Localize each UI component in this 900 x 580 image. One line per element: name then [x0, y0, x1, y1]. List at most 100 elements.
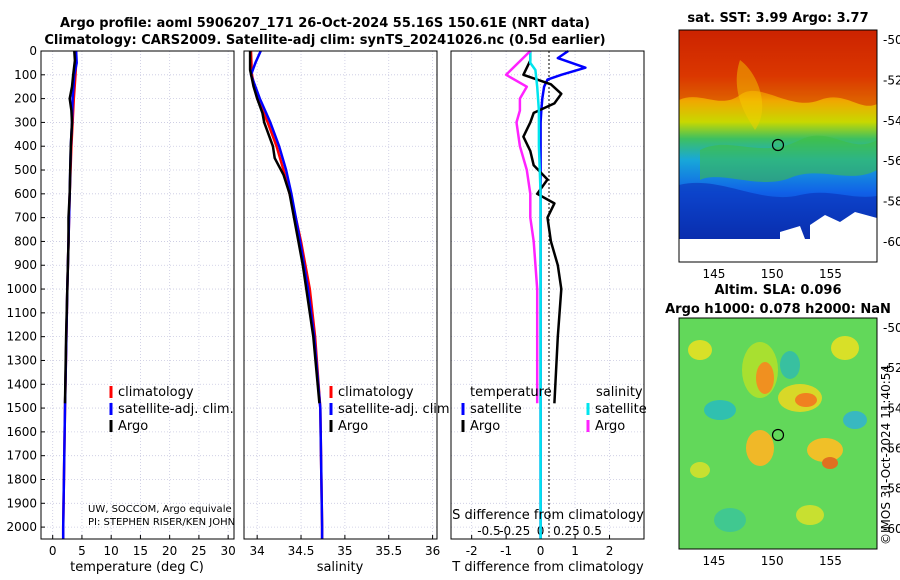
- temperature-tick-labels: 0 5 10 15 20 25 30: [49, 535, 236, 558]
- depth-tick-label: 1500: [6, 401, 37, 415]
- x-tick-label: 5: [78, 544, 86, 558]
- lon-tick-label: 155: [819, 267, 842, 281]
- x-tick-label: 2: [606, 544, 614, 558]
- x-tick-label: 25: [191, 544, 206, 558]
- lat-tick-label: -60: [883, 235, 900, 249]
- s-difference-tick-labels: -0.5-0.25 0 0.25 0.5: [477, 524, 602, 538]
- depth-tick-label: 200: [14, 92, 37, 106]
- legend-salinity-heading: salinity: [596, 385, 643, 400]
- x-tick-label: 35: [337, 544, 352, 558]
- depth-tick-label: 1400: [6, 377, 37, 391]
- x-tick-label: 10: [104, 544, 119, 558]
- lat-tick-label: -50: [883, 33, 900, 47]
- temperature-grid: [41, 50, 234, 539]
- difference-grid: [451, 50, 644, 539]
- s-tick-label: -0.25: [499, 524, 530, 538]
- temperature-legend: climatology satellite-adj. clim. Argo: [109, 385, 234, 434]
- legend-argo-label: Argo: [118, 419, 148, 434]
- sla-map-title-line1: Altim. SLA: 0.096: [715, 283, 842, 298]
- sst-map-title: sat. SST: 3.99 Argo: 3.77: [687, 11, 868, 26]
- lat-tick-label: -52: [883, 361, 900, 375]
- depth-tick-label: 2000: [6, 520, 37, 534]
- depth-tick-label: 400: [14, 139, 37, 153]
- x-tick-label: 15: [133, 544, 148, 558]
- salinity-tick-labels: 34 34.5 35 35.5 36: [250, 535, 440, 558]
- difference-legend: temperature satellite Argo salinity sate…: [461, 385, 647, 434]
- sst-lon-tick-labels: 145 150 155: [702, 267, 841, 281]
- series-line-argo: [63, 50, 77, 404]
- lat-tick-label: -60: [883, 522, 900, 536]
- depth-tick-label: 1900: [6, 496, 37, 510]
- temperature-axis-label: temperature (deg C): [70, 560, 204, 575]
- depth-tick-label: 800: [14, 234, 37, 248]
- sla-map: Altim. SLA: 0.096 Argo h1000: 0.078 h200…: [665, 283, 900, 568]
- argo-position-marker: [771, 138, 785, 152]
- lat-tick-label: -54: [883, 401, 900, 415]
- depth-tick-label: 700: [14, 211, 37, 225]
- x-tick-label: -1: [500, 544, 512, 558]
- depth-tick-label: 1800: [6, 472, 37, 486]
- legend-satellite-label: satellite-adj. clim.: [338, 402, 454, 417]
- x-tick-label: 1: [571, 544, 579, 558]
- depth-tick-label: 1300: [6, 353, 37, 367]
- depth-tick-label: 0: [29, 44, 37, 58]
- x-tick-label: 0: [537, 544, 545, 558]
- t-difference-axis-label: T difference from climatology: [451, 560, 644, 575]
- legend-temp-satellite-label: satellite: [470, 402, 522, 417]
- lat-tick-label: -52: [883, 73, 900, 87]
- x-tick-label: 35.5: [375, 544, 402, 558]
- legend-satellite-label: satellite-adj. clim.: [118, 402, 234, 417]
- header-line1: Argo profile: aoml 5906207_171 26-Oct-20…: [60, 16, 590, 31]
- depth-tick-label: 1200: [6, 330, 37, 344]
- legend-climatology-label: climatology: [338, 385, 414, 400]
- legend-sal-satellite-label: satellite: [595, 402, 647, 417]
- sst-lat-tick-labels: -50 -52 -54 -56 -58 -60: [883, 33, 900, 249]
- x-tick-label: 20: [162, 544, 177, 558]
- salinity-panel: 34 34.5 35 35.5 36 salinity climatology sate…: [243, 50, 454, 575]
- series-line-temperature-argo: [522, 51, 563, 404]
- lat-tick-label: -58: [883, 482, 900, 496]
- legend-climatology-label: climatology: [118, 385, 194, 400]
- sla-map-title-line2: Argo h1000: 0.078 h2000: NaN: [665, 302, 891, 317]
- s-tick-label: 0.25: [553, 524, 580, 538]
- lat-tick-label: -54: [883, 114, 900, 128]
- depth-tick-label: 600: [14, 187, 37, 201]
- salinity-series: [248, 50, 324, 539]
- lat-tick-label: -50: [883, 321, 900, 335]
- depth-tick-label: 1100: [6, 306, 37, 320]
- difference-series: [504, 49, 587, 539]
- salinity-axis-label: salinity: [317, 560, 364, 575]
- legend-temp-argo-label: Argo: [470, 419, 500, 434]
- depth-tick-label: 900: [14, 258, 37, 272]
- lat-tick-label: -56: [883, 442, 900, 456]
- temperature-series: [61, 50, 78, 539]
- header-line2: Climatology: CARS2009. Satellite-adj cli…: [44, 33, 605, 48]
- s-tick-label: 0.5: [583, 524, 602, 538]
- x-tick-label: 34.5: [288, 544, 315, 558]
- x-tick-label: 36: [425, 544, 440, 558]
- lon-tick-label: 150: [761, 267, 784, 281]
- difference-panel: -2 -1 0 1 2 -0.5-0.25 0 0.25 0.5 S difference f…: [450, 49, 647, 575]
- legend-temperature-heading: temperature: [470, 385, 552, 400]
- lon-tick-label: 150: [761, 554, 784, 568]
- imos-timestamp: ©IMOS 31-Oct-2024 11:40:54: [879, 365, 893, 545]
- depth-tick-label: 100: [14, 68, 37, 82]
- x-tick-label: 0: [49, 544, 57, 558]
- lon-tick-label: 145: [702, 554, 725, 568]
- sst-map: sat. SST: 3.99 Argo: 3.77 -50-52-54-56-5…: [678, 11, 900, 281]
- x-tick-label: 34: [250, 544, 265, 558]
- x-tick-label: -2: [466, 544, 478, 558]
- series-line-salinity-satellite: [529, 51, 542, 539]
- series-line-salinity-argo: [504, 50, 539, 404]
- salinity-legend: climatology satellite-adj. clim. Argo: [329, 385, 454, 434]
- lon-tick-label: 155: [819, 554, 842, 568]
- s-difference-axis-label: S difference from climatology: [452, 508, 644, 523]
- lat-tick-label: -56: [883, 154, 900, 168]
- x-tick-label: 30: [221, 544, 236, 558]
- temperature-panel: 0100200300400500600700800900100011001200…: [6, 44, 235, 575]
- depth-tick-label: 300: [14, 115, 37, 129]
- argo-position-marker: [771, 428, 785, 442]
- series-line-argo: [248, 51, 321, 404]
- sla-lat-tick-labels: -50 -52 -54 -56 -58 -60: [883, 321, 900, 536]
